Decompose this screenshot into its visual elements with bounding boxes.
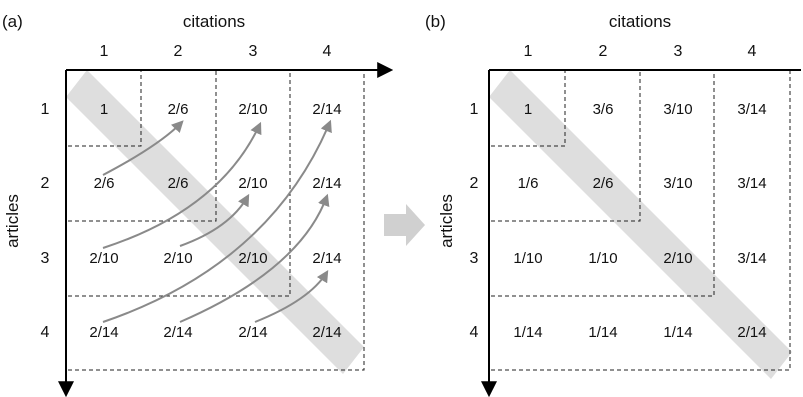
matrix-cell: 2/10 (238, 175, 267, 192)
column-label: 4 (748, 43, 757, 60)
row-label: 4 (41, 324, 50, 341)
matrix-cell: 1 (100, 101, 108, 118)
matrix-cell: 2/10 (238, 250, 267, 267)
matrix-cell: 1/10 (588, 250, 617, 267)
row-label: 3 (41, 250, 50, 267)
x-axis-title: citations (183, 12, 245, 31)
flow-arrow (102, 119, 332, 323)
matrix-cell: 2/10 (89, 250, 118, 267)
nested-box-4 (491, 70, 791, 371)
flow-arrow (102, 121, 262, 249)
panel-label: (b) (425, 12, 446, 31)
matrix-cell: 2/10 (663, 250, 692, 267)
nested-box-4 (68, 70, 365, 371)
nested-box-2 (491, 70, 641, 222)
matrix-cell: 2/14 (238, 324, 267, 341)
matrix-cell: 3/14 (737, 175, 766, 192)
flow-arrow (102, 120, 184, 176)
matrix-cell: 2/6 (168, 101, 189, 118)
nested-box-1 (491, 70, 566, 147)
matrix-cell: 1/14 (513, 324, 542, 341)
nested-boxes (68, 70, 365, 371)
matrix-cell: 2/10 (163, 250, 192, 267)
row-label: 2 (41, 175, 50, 192)
diagonal-band (489, 70, 792, 379)
matrix-cell: 1/6 (518, 175, 539, 192)
matrix-cell: 3/14 (737, 101, 766, 118)
matrix-cell: 2/14 (163, 324, 192, 341)
transition-arrow (384, 204, 425, 246)
column-labels: 1 2 3 4 (524, 43, 757, 60)
matrix-cell: 1/10 (513, 250, 542, 267)
matrix-cell: 2/10 (238, 101, 267, 118)
x-axis-title: citations (609, 12, 671, 31)
matrix-cell: 2/6 (94, 175, 115, 192)
matrix-cell: 2/14 (312, 250, 341, 267)
nested-box-1 (68, 70, 142, 147)
row-label: 4 (470, 324, 479, 341)
matrix-cell: 3/6 (593, 101, 614, 118)
matrix-cell: 3/10 (663, 101, 692, 118)
column-label: 2 (599, 43, 608, 60)
matrix-cell: 1/14 (588, 324, 617, 341)
row-label: 1 (41, 101, 50, 118)
flow-arrow (179, 193, 250, 247)
y-axis-title: articles (437, 194, 456, 248)
nested-box-3 (68, 70, 291, 297)
matrix-cell: 2/14 (737, 324, 766, 341)
matrix-cell: 2/14 (89, 324, 118, 341)
matrix-cell: 3/10 (663, 175, 692, 192)
matrix-cells: 1 2/6 2/10 2/14 2/6 2/6 2/10 2/14 2/10 2… (89, 101, 341, 341)
row-label: 3 (470, 250, 479, 267)
row-labels: 1 2 3 4 (41, 101, 50, 341)
nested-box-2 (68, 70, 217, 222)
y-axis-title: articles (3, 194, 22, 248)
nested-boxes (491, 70, 791, 371)
nested-box-3 (491, 70, 715, 297)
matrix-cell: 2/14 (312, 175, 341, 192)
panel-label: (a) (2, 12, 23, 31)
matrix-cell: 2/14 (312, 324, 341, 341)
matrix-cells: 1 3/6 3/10 3/14 1/6 2/6 3/10 3/14 1/10 1… (513, 101, 766, 341)
matrix-cell: 1/14 (663, 324, 692, 341)
column-label: 1 (100, 43, 109, 60)
matrix-cell: 2/14 (312, 101, 341, 118)
column-label: 1 (524, 43, 533, 60)
matrix-cell: 3/14 (737, 250, 766, 267)
column-label: 2 (174, 43, 183, 60)
flow-arrow (254, 269, 329, 323)
column-label: 3 (674, 43, 683, 60)
matrix-cell: 1 (524, 101, 532, 118)
matrix-cell: 2/6 (168, 175, 189, 192)
flow-arrow (179, 193, 330, 323)
row-label: 2 (470, 175, 479, 192)
column-label: 3 (249, 43, 258, 60)
column-label: 4 (323, 43, 332, 60)
row-label: 1 (470, 101, 479, 118)
panel-b: (b) citations articles 1 2 3 4 1 2 3 4 1… (425, 12, 801, 397)
flow-arrows (102, 119, 332, 323)
panel-a: (a) citations articles 1 2 3 4 1 2 3 4 1… (2, 12, 394, 397)
column-labels: 1 2 3 4 (100, 43, 332, 60)
row-labels: 1 2 3 4 (470, 101, 479, 341)
matrix-cell: 2/6 (593, 175, 614, 192)
